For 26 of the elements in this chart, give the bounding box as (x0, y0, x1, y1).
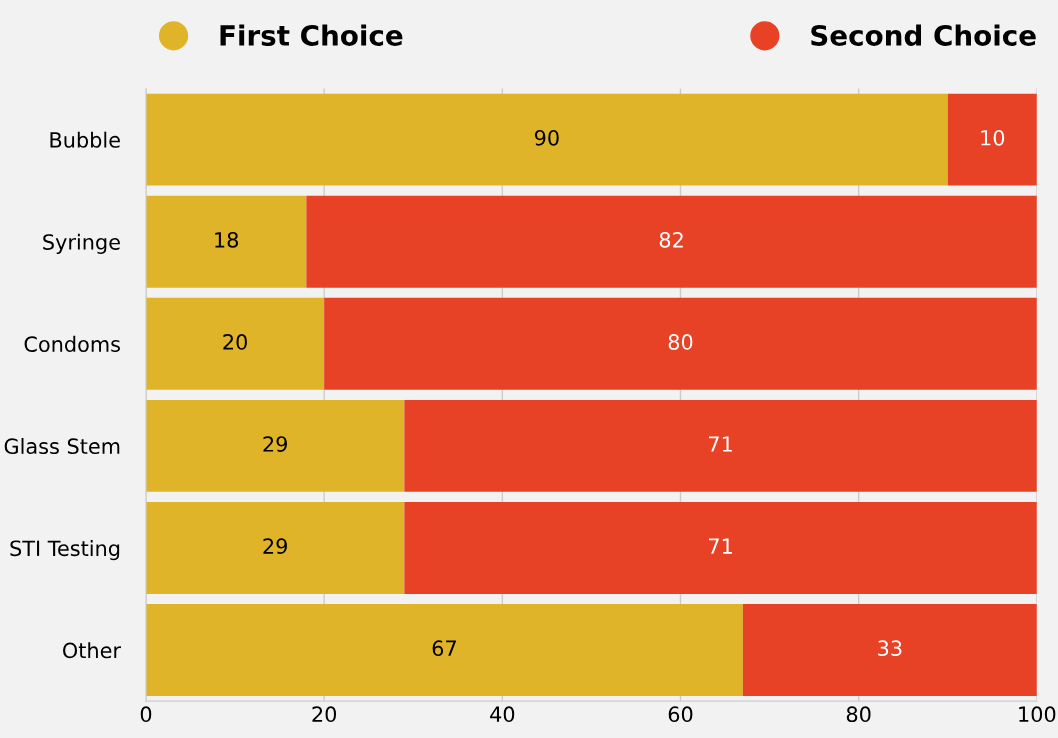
data-label: 82 (659, 231, 683, 248)
x-tick-label: 0 (140, 706, 152, 723)
data-label: 18 (215, 231, 239, 248)
y-tick-label: Syringe (43, 233, 120, 254)
data-label: 33 (878, 640, 902, 657)
x-tick-label: 40 (490, 706, 515, 723)
y-tick-label: STI Testing (10, 540, 120, 561)
data-label: 67 (432, 640, 456, 657)
data-label: 90 (534, 129, 559, 146)
y-tick-label: Condoms (24, 335, 120, 352)
x-tick-label: 60 (668, 706, 693, 723)
data-label: 71 (709, 538, 732, 554)
data-label: 20 (223, 334, 247, 350)
y-tick-label: Bubble (50, 131, 120, 148)
y-tick-label: Glass Stem (4, 437, 120, 455)
data-label: 29 (263, 538, 287, 555)
data-label: 10 (981, 129, 1005, 146)
data-label: 71 (709, 436, 732, 452)
legend-label: First Choice (220, 24, 403, 46)
y-tick-label: Other (63, 642, 121, 659)
data-label: 80 (668, 334, 693, 350)
x-tick-label: 20 (312, 706, 337, 723)
data-label: 29 (263, 436, 287, 452)
legend-label: Second Choice (811, 24, 1036, 46)
x-tick-label: 80 (846, 706, 871, 723)
x-tick-label: 100 (1019, 706, 1056, 723)
